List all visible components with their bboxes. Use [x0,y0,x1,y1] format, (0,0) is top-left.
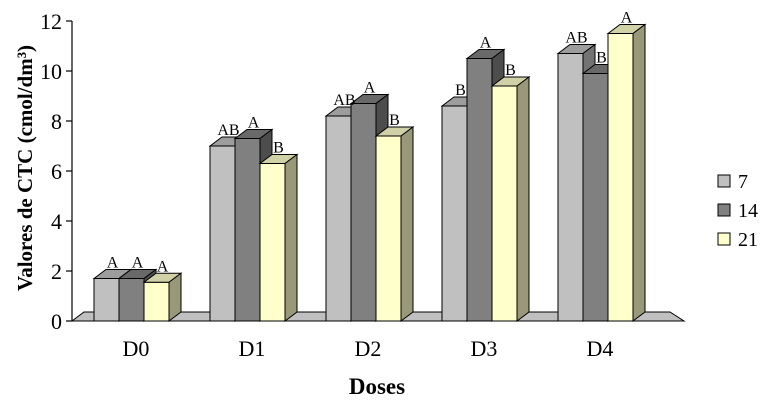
bar-front-face [259,163,286,322]
y-tick-label: 10 [40,59,62,84]
significance-label: B [596,50,607,67]
x-category-label: D0 [123,336,150,361]
legend-item-21: 21 [717,229,758,251]
significance-label: A [480,35,492,52]
significance-label: A [132,255,144,272]
bar-d1-series-21 [258,153,299,322]
legend-label: 7 [738,171,748,193]
significance-label: A [107,255,119,272]
significance-label: A [364,80,376,97]
bar-front-face [234,138,261,322]
significance-label: B [505,62,516,79]
legend-item-7: 7 [717,171,748,193]
y-tick-label: 4 [51,209,62,234]
bar-side-face [400,126,414,322]
legend-swatch [717,232,731,246]
bar-front-face [375,135,402,322]
y-tick-label: 12 [40,9,62,34]
y-tick-label: 8 [51,109,62,134]
bar-d4-series-21 [606,23,647,322]
legend-swatch [717,203,731,217]
significance-label: B [389,112,400,129]
significance-label: AB [217,122,239,139]
x-category-label: D4 [587,336,614,361]
bar-d3-series-21 [490,76,531,322]
significance-label: AB [333,92,355,109]
legend: 7 14 21 [717,171,758,251]
bar-front-face [93,278,120,322]
bar-side-face [516,76,530,322]
bar-d2-series-21 [374,126,415,322]
legend-swatch [717,174,731,188]
x-category-label: D3 [471,336,498,361]
significance-label: B [455,82,466,99]
x-axis-title: Doses [349,374,405,399]
bar-side-face [168,272,182,322]
bar-front-face [143,281,170,322]
bar-side-face [284,153,298,322]
significance-label: A [621,10,633,27]
bar-front-face [466,58,493,322]
significance-label: AB [565,30,587,47]
y-tick-label: 0 [51,309,62,334]
x-category-label: D2 [355,336,382,361]
significance-label: A [248,115,260,132]
y-tick-label: 2 [51,259,62,284]
y-axis-title: Valores de CTC (cmol/dm³) [13,45,37,291]
bar-front-face [607,33,634,322]
bar-front-face [582,73,609,322]
y-tick-label: 6 [51,159,62,184]
bar-front-face [118,278,145,322]
bar-front-face [441,105,468,322]
legend-label: 14 [738,200,758,222]
x-category-label: D1 [239,336,266,361]
bar-side-face [632,23,646,322]
bar-front-face [557,53,584,322]
significance-label: A [157,258,169,275]
bar-d0-series-21 [142,272,183,322]
x-axis-categories: D0 D1 D2 D3 D4 [123,336,614,361]
y-axis: 0 2 4 6 8 10 12 [40,9,73,334]
legend-label: 21 [738,229,758,251]
significance-label: B [273,140,284,157]
bar-front-face [491,85,518,322]
bar-front-face [209,145,236,322]
bar-front-face [325,115,352,322]
bar-front-face [350,103,377,322]
bars [92,23,647,322]
legend-item-14: 14 [717,200,758,222]
